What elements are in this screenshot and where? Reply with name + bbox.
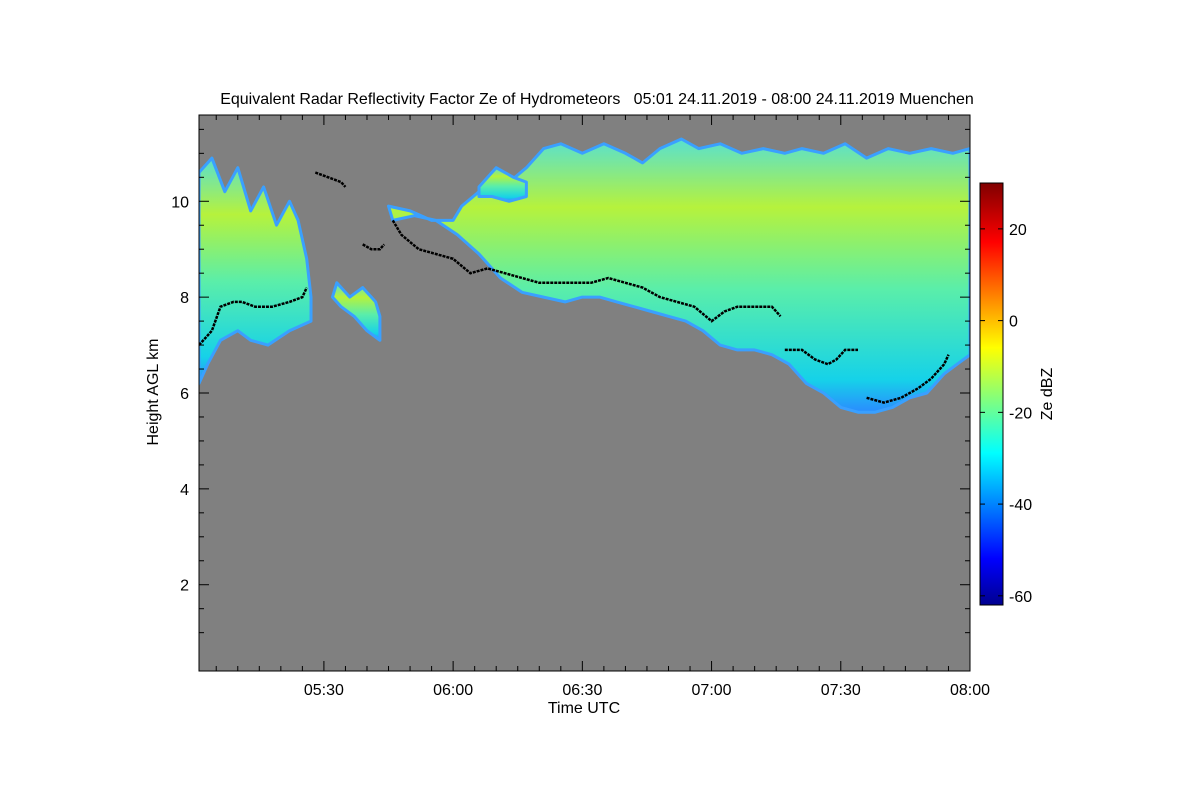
x-axis-label: Time UTC (548, 700, 620, 717)
boundary-line-2 (314, 171, 347, 188)
x-axis-ticks: 05:30 06:00 06:30 07:00 07:30 08:00 (215, 115, 990, 699)
y-tick-label: 2 (180, 578, 189, 595)
y-tick-label: 6 (180, 386, 189, 403)
cloud-segment-1 (199, 156, 313, 385)
x-tick-label: 07:00 (692, 682, 732, 699)
y-tick-label: 10 (171, 194, 189, 211)
colorbar-tick-label: -20 (1009, 405, 1032, 422)
colorbar (979, 182, 1004, 606)
y-tick-label: 8 (180, 290, 189, 307)
y-tick-label: 4 (180, 482, 189, 499)
cloud-segment-3 (387, 137, 970, 414)
colorbar-tick-label: -60 (1009, 589, 1032, 606)
cloud-segment-2 (331, 281, 382, 342)
y-axis-ticks: 2 4 6 8 10 (171, 128, 970, 634)
x-tick-label: 06:30 (562, 682, 602, 699)
x-tick-label: 06:00 (433, 682, 473, 699)
boundary-line-5 (784, 348, 858, 366)
colorbar-label: Ze dBZ (1039, 368, 1056, 421)
x-tick-label: 05:30 (304, 682, 344, 699)
x-tick-label: 07:30 (821, 682, 861, 699)
colorbar-ticks: 20 0 -20 -40 -60 (980, 222, 1032, 606)
colorbar-tick-label: -40 (1009, 497, 1032, 514)
boundary-line-4 (391, 219, 782, 323)
y-axis-label: Height AGL km (145, 338, 162, 445)
boundary-line-6 (866, 354, 950, 404)
reflectivity-field (199, 137, 970, 414)
cloud-segment-4 (477, 166, 528, 203)
x-tick-label: 08:00 (950, 682, 990, 699)
colorbar-tick-label: 20 (1009, 222, 1027, 239)
chart-title: Equivalent Radar Reflectivity Factor Ze … (220, 91, 974, 108)
boundary-line-3 (362, 243, 386, 251)
boundary-line-1 (199, 287, 308, 346)
colorbar-tick-label: 0 (1009, 314, 1018, 331)
cloud-boundary-lines (199, 171, 950, 404)
